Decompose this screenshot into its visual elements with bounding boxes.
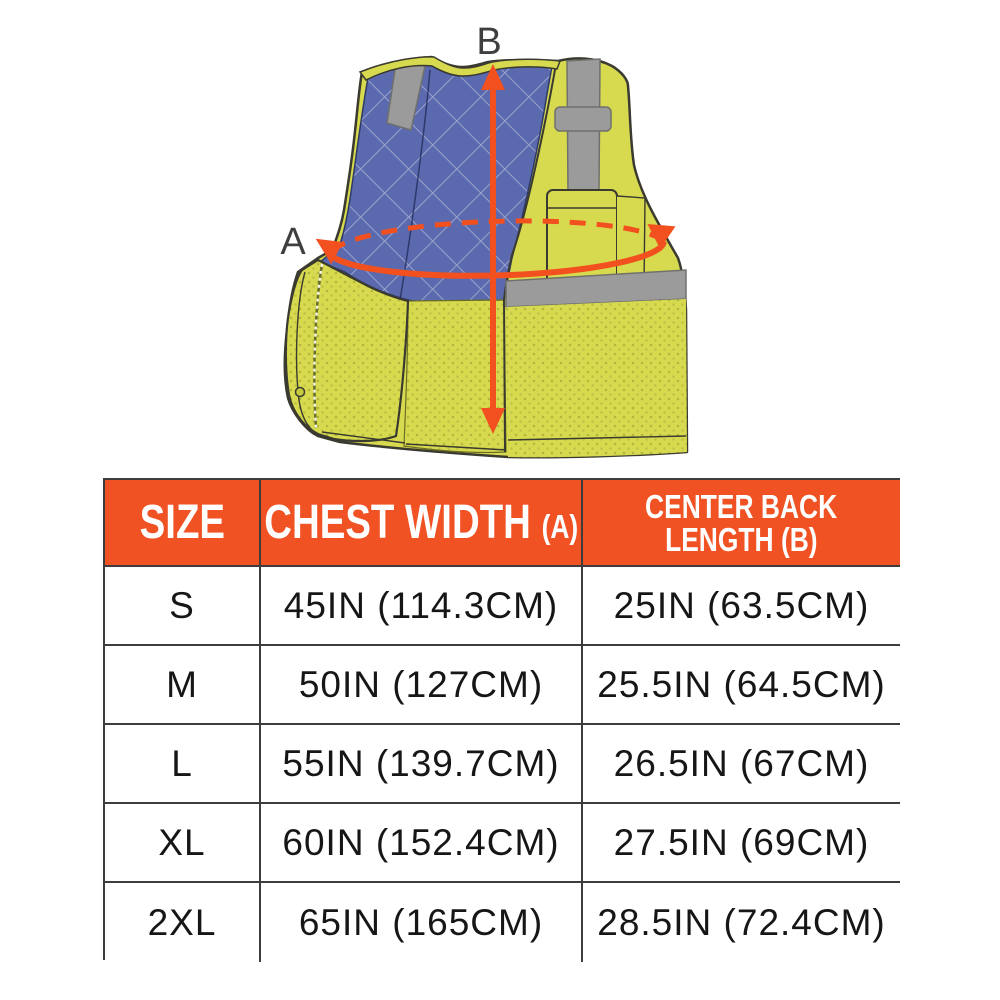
header-chest-label: CHEST WIDTH: [264, 495, 531, 549]
table-row-back: 28.5IN (72.4CM): [583, 883, 900, 962]
header-back-ref: (B): [781, 520, 818, 558]
header-chest-ref: (A): [541, 507, 578, 545]
table-row-back: 27.5IN (69CM): [583, 804, 900, 883]
back-length-arrow: [481, 64, 505, 434]
table-row-chest: 45IN (114.3CM): [261, 567, 583, 646]
vest-illustration: A B: [0, 0, 1000, 478]
table-row-back: 26.5IN (67CM): [583, 725, 900, 804]
vest-illustration-svg: A B: [280, 21, 689, 459]
table-header-chest-width: CHEST WIDTH (A): [261, 480, 583, 567]
size-table: SIZE CHEST WIDTH (A) CENTER BACK LENGTH …: [103, 478, 900, 962]
table-row-chest: 65IN (165CM): [261, 883, 583, 962]
table-row-size: L: [105, 725, 261, 804]
header-back-line2: LENGTH: [665, 520, 774, 558]
table-row-chest: 50IN (127CM): [261, 646, 583, 725]
label-a: A: [280, 221, 306, 263]
table-row-size: S: [105, 567, 261, 646]
table-header-size: SIZE: [105, 480, 261, 567]
vest-lower-back: [403, 299, 507, 454]
table-row-chest: 60IN (152.4CM): [261, 804, 583, 883]
hem-line: [321, 431, 687, 451]
header-size-label: SIZE: [139, 495, 225, 549]
header-back-line1: CENTER BACK: [645, 487, 838, 525]
mic-tab: [554, 106, 612, 132]
table-row-size: XL: [105, 804, 261, 883]
chest-width-arrow: [315, 218, 676, 279]
table-row-chest: 55IN (139.7CM): [261, 725, 583, 804]
zipper-pull: [294, 386, 306, 398]
table-row-size: M: [105, 646, 261, 725]
collar-band: [358, 56, 562, 81]
table-row-back: 25.5IN (64.5CM): [583, 646, 900, 725]
vest-right-lower-mesh: [506, 299, 687, 458]
zipper-teeth: [313, 263, 324, 429]
table-header-center-back: CENTER BACK LENGTH (B): [583, 480, 900, 567]
table-row-back: 25IN (63.5CM): [583, 567, 900, 646]
table-row-size: 2XL: [105, 883, 261, 962]
label-b: B: [476, 21, 501, 63]
